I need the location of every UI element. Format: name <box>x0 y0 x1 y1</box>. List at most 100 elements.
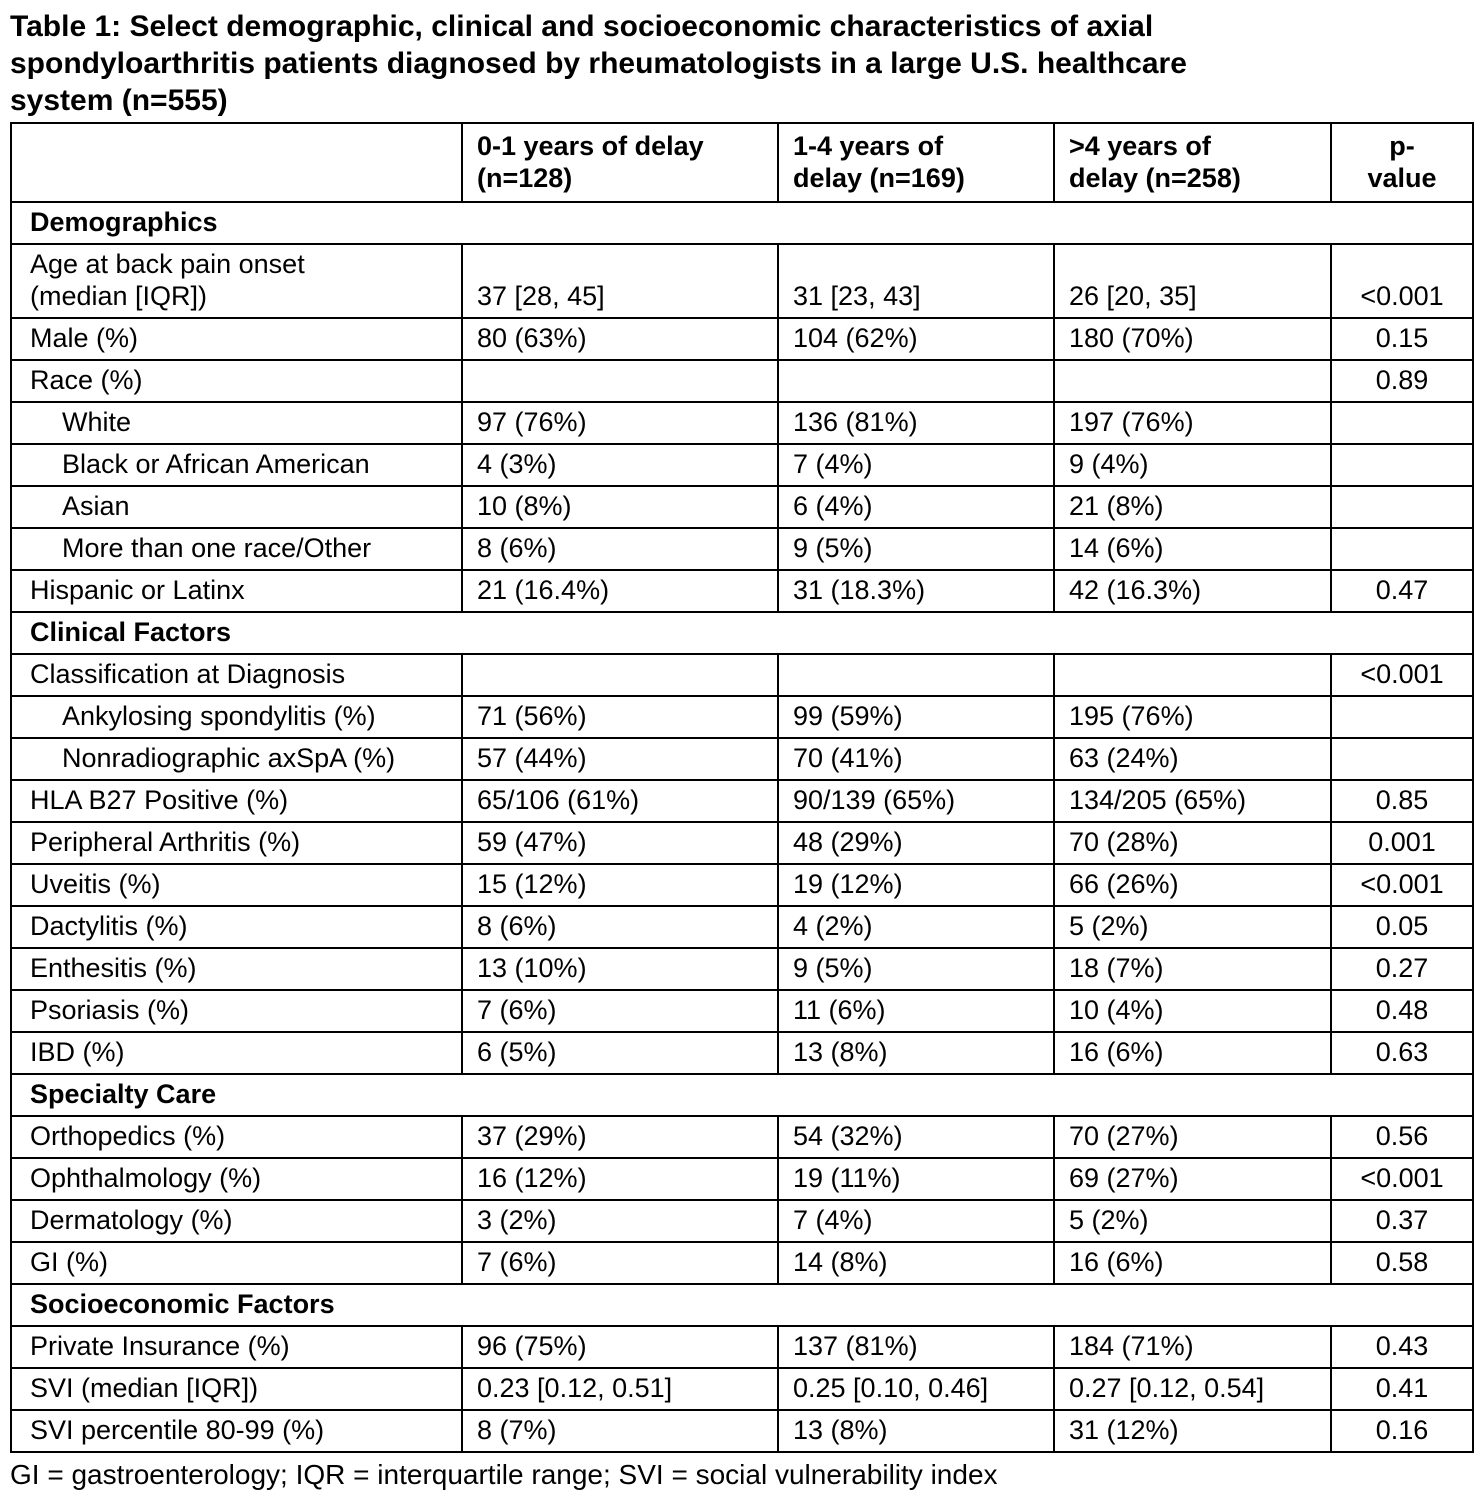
cell-pvalue: 0.41 <box>1330 1367 1474 1411</box>
column-header: p- value <box>1330 122 1474 203</box>
cell-value: 5 (2%) <box>1053 905 1332 949</box>
cell-value <box>1053 359 1332 403</box>
table-row: Classification at Diagnosis <0.001 <box>10 653 1474 697</box>
column-header: >4 years of delay (n=258) <box>1053 122 1332 203</box>
cell-value: 97 (76%) <box>461 401 779 445</box>
cell-pvalue: 0.16 <box>1330 1409 1474 1453</box>
cell-value: 70 (41%) <box>777 737 1055 781</box>
table-row: Male (%) 80 (63%) 104 (62%) 180 (70%) 0.15 <box>10 317 1474 361</box>
table-row: Ankylosing spondylitis (%) 71 (56%) 99 (59… <box>10 695 1474 739</box>
cell-value: 7 (4%) <box>777 443 1055 487</box>
row-label: IBD (%) <box>10 1031 463 1075</box>
cell-value: 8 (7%) <box>461 1409 779 1453</box>
row-label: Ankylosing spondylitis (%) <box>10 695 463 739</box>
cell-value: 137 (81%) <box>777 1325 1055 1369</box>
table-row: SVI (median [IQR]) 0.23 [0.12, 0.51] 0.25 … <box>10 1367 1474 1411</box>
cell-value: 63 (24%) <box>1053 737 1332 781</box>
cell-value: 71 (56%) <box>461 695 779 739</box>
cell-pvalue: 0.89 <box>1330 359 1474 403</box>
row-label: Peripheral Arthritis (%) <box>10 821 463 865</box>
cell-value: 8 (6%) <box>461 527 779 571</box>
section-label: Clinical Factors <box>10 611 1474 655</box>
cell-pvalue: 0.05 <box>1330 905 1474 949</box>
cell-value: 0.25 [0.10, 0.46] <box>777 1367 1055 1411</box>
section-row: Specialty Care <box>10 1073 1474 1117</box>
row-label: SVI (median [IQR]) <box>10 1367 463 1411</box>
cell-value: 136 (81%) <box>777 401 1055 445</box>
cell-value: 6 (5%) <box>461 1031 779 1075</box>
row-label: Race (%) <box>10 359 463 403</box>
row-label: HLA B27 Positive (%) <box>10 779 463 823</box>
row-label: Psoriasis (%) <box>10 989 463 1033</box>
cell-value <box>777 653 1055 697</box>
cell-value: 4 (3%) <box>461 443 779 487</box>
table-row: Peripheral Arthritis (%) 59 (47%) 48 (29%)… <box>10 821 1474 865</box>
cell-pvalue: <0.001 <box>1330 653 1474 697</box>
cell-value: 10 (4%) <box>1053 989 1332 1033</box>
cell-value <box>461 653 779 697</box>
cell-value: 10 (8%) <box>461 485 779 529</box>
cell-pvalue: 0.37 <box>1330 1199 1474 1243</box>
table-row: Orthopedics (%) 37 (29%) 54 (32%) 70 (27%) 0… <box>10 1115 1474 1159</box>
cell-value: 14 (6%) <box>1053 527 1332 571</box>
row-label: Male (%) <box>10 317 463 361</box>
row-label: Black or African American <box>10 443 463 487</box>
table-row: Nonradiographic axSpA (%) 57 (44%) 70 (41%… <box>10 737 1474 781</box>
row-label: Age at back pain onset (median [IQR]) <box>10 243 463 319</box>
section-row: Clinical Factors <box>10 611 1474 655</box>
cell-value: 16 (12%) <box>461 1157 779 1201</box>
cell-value: 9 (4%) <box>1053 443 1332 487</box>
cell-value: 9 (5%) <box>777 947 1055 991</box>
column-header <box>10 122 463 203</box>
cell-value: 16 (6%) <box>1053 1031 1332 1075</box>
row-label: SVI percentile 80-99 (%) <box>10 1409 463 1453</box>
row-label: Uveitis (%) <box>10 863 463 907</box>
cell-value: 3 (2%) <box>461 1199 779 1243</box>
cell-value: 15 (12%) <box>461 863 779 907</box>
cell-pvalue: <0.001 <box>1330 863 1474 907</box>
table-row: SVI percentile 80-99 (%) 8 (7%) 13 (8%) 31 … <box>10 1409 1474 1453</box>
cell-value: 69 (27%) <box>1053 1157 1332 1201</box>
cell-value: 99 (59%) <box>777 695 1055 739</box>
footnote: GI = gastroenterology; IQR = interquarti… <box>10 1459 998 1490</box>
cell-value: 31 (12%) <box>1053 1409 1332 1453</box>
table-row: GI (%) 7 (6%) 14 (8%) 16 (6%) 0.58 <box>10 1241 1474 1285</box>
cell-value: 21 (16.4%) <box>461 569 779 613</box>
cell-value: 19 (11%) <box>777 1157 1055 1201</box>
cell-pvalue: 0.85 <box>1330 779 1474 823</box>
cell-value: 197 (76%) <box>1053 401 1332 445</box>
cell-value: 80 (63%) <box>461 317 779 361</box>
cell-pvalue: 0.56 <box>1330 1115 1474 1159</box>
cell-value: 134/205 (65%) <box>1053 779 1332 823</box>
cell-value: 21 (8%) <box>1053 485 1332 529</box>
table-row: Race (%) 0.89 <box>10 359 1474 403</box>
row-label: Classification at Diagnosis <box>10 653 463 697</box>
table1: 0-1 years of delay (n=128) 1-4 years of d… <box>10 122 1474 1453</box>
cell-value: 184 (71%) <box>1053 1325 1332 1369</box>
cell-value <box>777 359 1055 403</box>
table-row: Black or African American 4 (3%) 7 (4%) 9 (… <box>10 443 1474 487</box>
cell-pvalue: 0.27 <box>1330 947 1474 991</box>
cell-pvalue: 0.001 <box>1330 821 1474 865</box>
column-header: 0-1 years of delay (n=128) <box>461 122 779 203</box>
cell-value <box>1053 653 1332 697</box>
cell-value: 59 (47%) <box>461 821 779 865</box>
cell-value: 54 (32%) <box>777 1115 1055 1159</box>
cell-pvalue <box>1330 401 1474 445</box>
cell-value: 18 (7%) <box>1053 947 1332 991</box>
cell-value: 70 (27%) <box>1053 1115 1332 1159</box>
cell-value: 37 [28, 45] <box>461 243 779 319</box>
cell-value: 13 (8%) <box>777 1031 1055 1075</box>
cell-value: 11 (6%) <box>777 989 1055 1033</box>
row-label: Private Insurance (%) <box>10 1325 463 1369</box>
table-row: IBD (%) 6 (5%) 13 (8%) 16 (6%) 0.63 <box>10 1031 1474 1075</box>
section-row: Socioeconomic Factors <box>10 1283 1474 1327</box>
table-row: Hispanic or Latinx 21 (16.4%) 31 (18.3%) 42… <box>10 569 1474 613</box>
cell-pvalue <box>1330 527 1474 571</box>
table-body: Demographics Age at back pain onset (medi… <box>10 201 1474 1453</box>
cell-value: 180 (70%) <box>1053 317 1332 361</box>
row-label: Enthesitis (%) <box>10 947 463 991</box>
row-label: GI (%) <box>10 1241 463 1285</box>
cell-value: 66 (26%) <box>1053 863 1332 907</box>
cell-value: 9 (5%) <box>777 527 1055 571</box>
